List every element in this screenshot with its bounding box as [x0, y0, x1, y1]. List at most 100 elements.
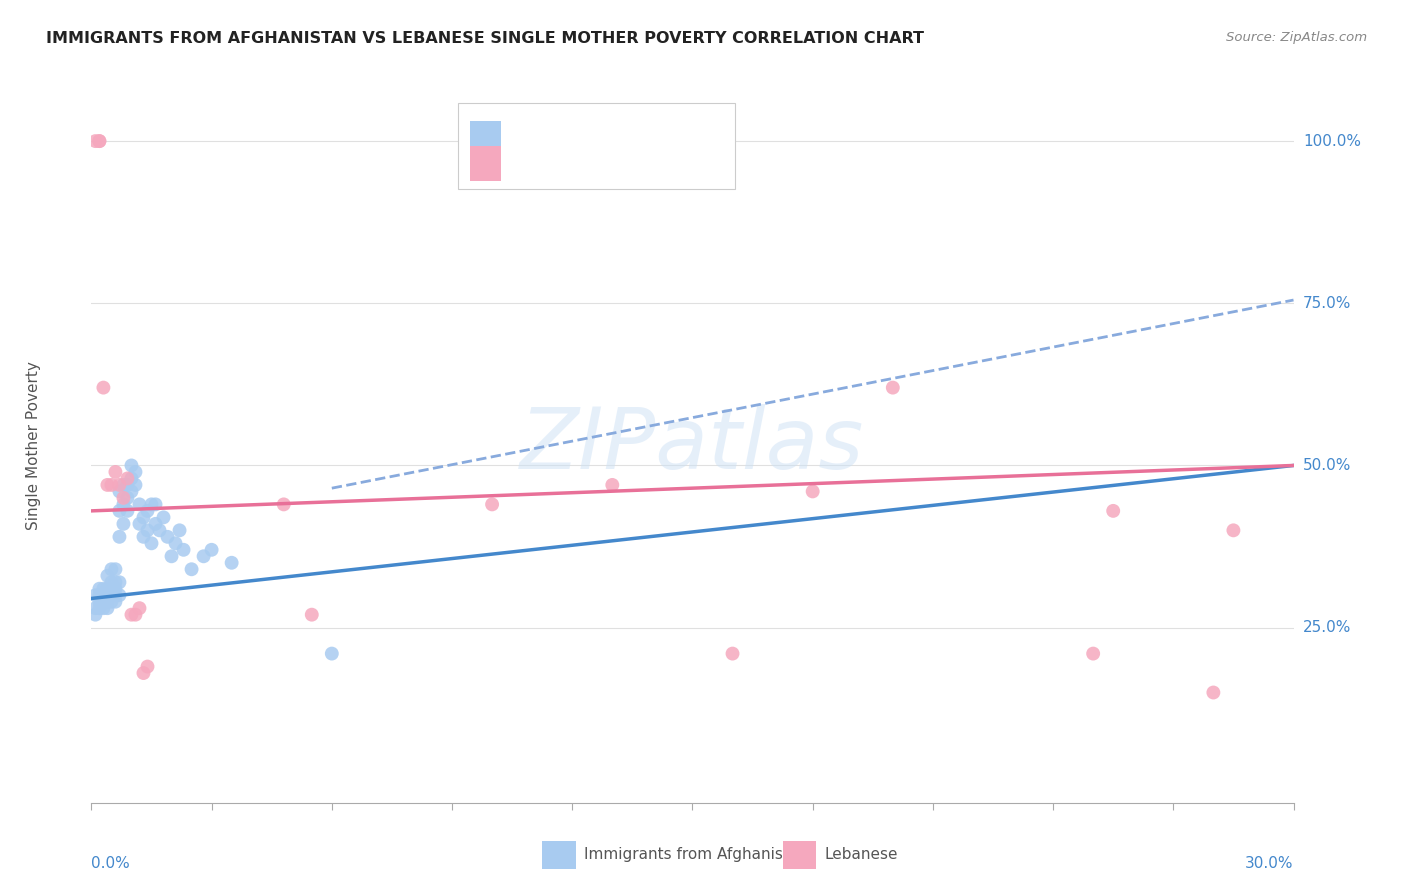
Point — [136, 524, 159, 538]
Point — [96, 601, 118, 615]
FancyBboxPatch shape — [783, 840, 817, 869]
Point — [132, 510, 155, 524]
Point — [221, 556, 243, 570]
Point — [801, 484, 824, 499]
Text: R = 0.089: R = 0.089 — [513, 154, 609, 172]
Point — [117, 491, 139, 505]
Point — [169, 524, 191, 538]
Point — [93, 595, 115, 609]
Point — [100, 478, 122, 492]
Point — [96, 582, 118, 596]
Text: Immigrants from Afghanistan: Immigrants from Afghanistan — [585, 847, 808, 863]
Point — [108, 504, 131, 518]
Point — [132, 666, 155, 681]
Point — [145, 497, 167, 511]
Point — [84, 607, 107, 622]
Point — [1102, 504, 1125, 518]
Point — [93, 588, 115, 602]
Text: IMMIGRANTS FROM AFGHANISTAN VS LEBANESE SINGLE MOTHER POVERTY CORRELATION CHART: IMMIGRANTS FROM AFGHANISTAN VS LEBANESE … — [46, 31, 924, 46]
Point — [89, 601, 111, 615]
Point — [104, 575, 127, 590]
Point — [117, 471, 139, 485]
Point — [124, 465, 146, 479]
Text: 100.0%: 100.0% — [1303, 134, 1361, 149]
Point — [108, 484, 131, 499]
Point — [141, 497, 163, 511]
Point — [1083, 647, 1105, 661]
Point — [93, 582, 115, 596]
Text: Single Mother Poverty: Single Mother Poverty — [25, 361, 41, 531]
Point — [96, 588, 118, 602]
Text: 30.0%: 30.0% — [1246, 856, 1294, 871]
Point — [148, 524, 170, 538]
Point — [124, 607, 146, 622]
Point — [301, 607, 323, 622]
Point — [124, 478, 146, 492]
Point — [121, 607, 143, 622]
Point — [89, 582, 111, 596]
Point — [100, 562, 122, 576]
Point — [1222, 524, 1244, 538]
FancyBboxPatch shape — [470, 120, 502, 155]
Point — [89, 134, 111, 148]
Point — [108, 575, 131, 590]
Text: 0.0%: 0.0% — [91, 856, 131, 871]
Point — [104, 595, 127, 609]
Point — [136, 659, 159, 673]
Point — [112, 516, 135, 531]
Point — [89, 588, 111, 602]
Point — [104, 562, 127, 576]
Point — [156, 530, 179, 544]
Point — [152, 510, 174, 524]
Point — [128, 601, 150, 615]
Point — [128, 497, 150, 511]
Point — [201, 542, 224, 557]
Point — [273, 497, 295, 511]
Point — [117, 504, 139, 518]
Point — [121, 484, 143, 499]
Point — [193, 549, 215, 564]
Point — [132, 530, 155, 544]
Point — [96, 568, 118, 582]
Point — [112, 478, 135, 492]
Point — [84, 588, 107, 602]
Point — [108, 588, 131, 602]
Point — [141, 536, 163, 550]
Point — [180, 562, 202, 576]
Point — [321, 647, 343, 661]
Point — [100, 595, 122, 609]
Point — [93, 381, 115, 395]
Point — [160, 549, 183, 564]
Point — [93, 601, 115, 615]
Point — [173, 542, 195, 557]
Point — [96, 478, 118, 492]
Point — [104, 582, 127, 596]
Text: 75.0%: 75.0% — [1303, 296, 1351, 310]
Point — [84, 601, 107, 615]
Point — [96, 595, 118, 609]
Point — [89, 595, 111, 609]
Text: 25.0%: 25.0% — [1303, 620, 1351, 635]
Point — [112, 497, 135, 511]
Text: 50.0%: 50.0% — [1303, 458, 1351, 473]
Point — [602, 478, 624, 492]
Point — [128, 516, 150, 531]
Point — [112, 491, 135, 505]
Text: N = 26: N = 26 — [619, 154, 685, 172]
Text: R = 0.335: R = 0.335 — [513, 128, 609, 146]
Point — [117, 478, 139, 492]
Point — [121, 458, 143, 473]
FancyBboxPatch shape — [470, 146, 502, 180]
Point — [136, 504, 159, 518]
Point — [108, 530, 131, 544]
Point — [100, 588, 122, 602]
Text: Source: ZipAtlas.com: Source: ZipAtlas.com — [1226, 31, 1367, 45]
Point — [104, 465, 127, 479]
Point — [481, 497, 503, 511]
Point — [145, 516, 167, 531]
Point — [721, 647, 744, 661]
Point — [100, 575, 122, 590]
FancyBboxPatch shape — [458, 103, 734, 189]
Point — [121, 471, 143, 485]
Text: Lebanese: Lebanese — [825, 847, 898, 863]
